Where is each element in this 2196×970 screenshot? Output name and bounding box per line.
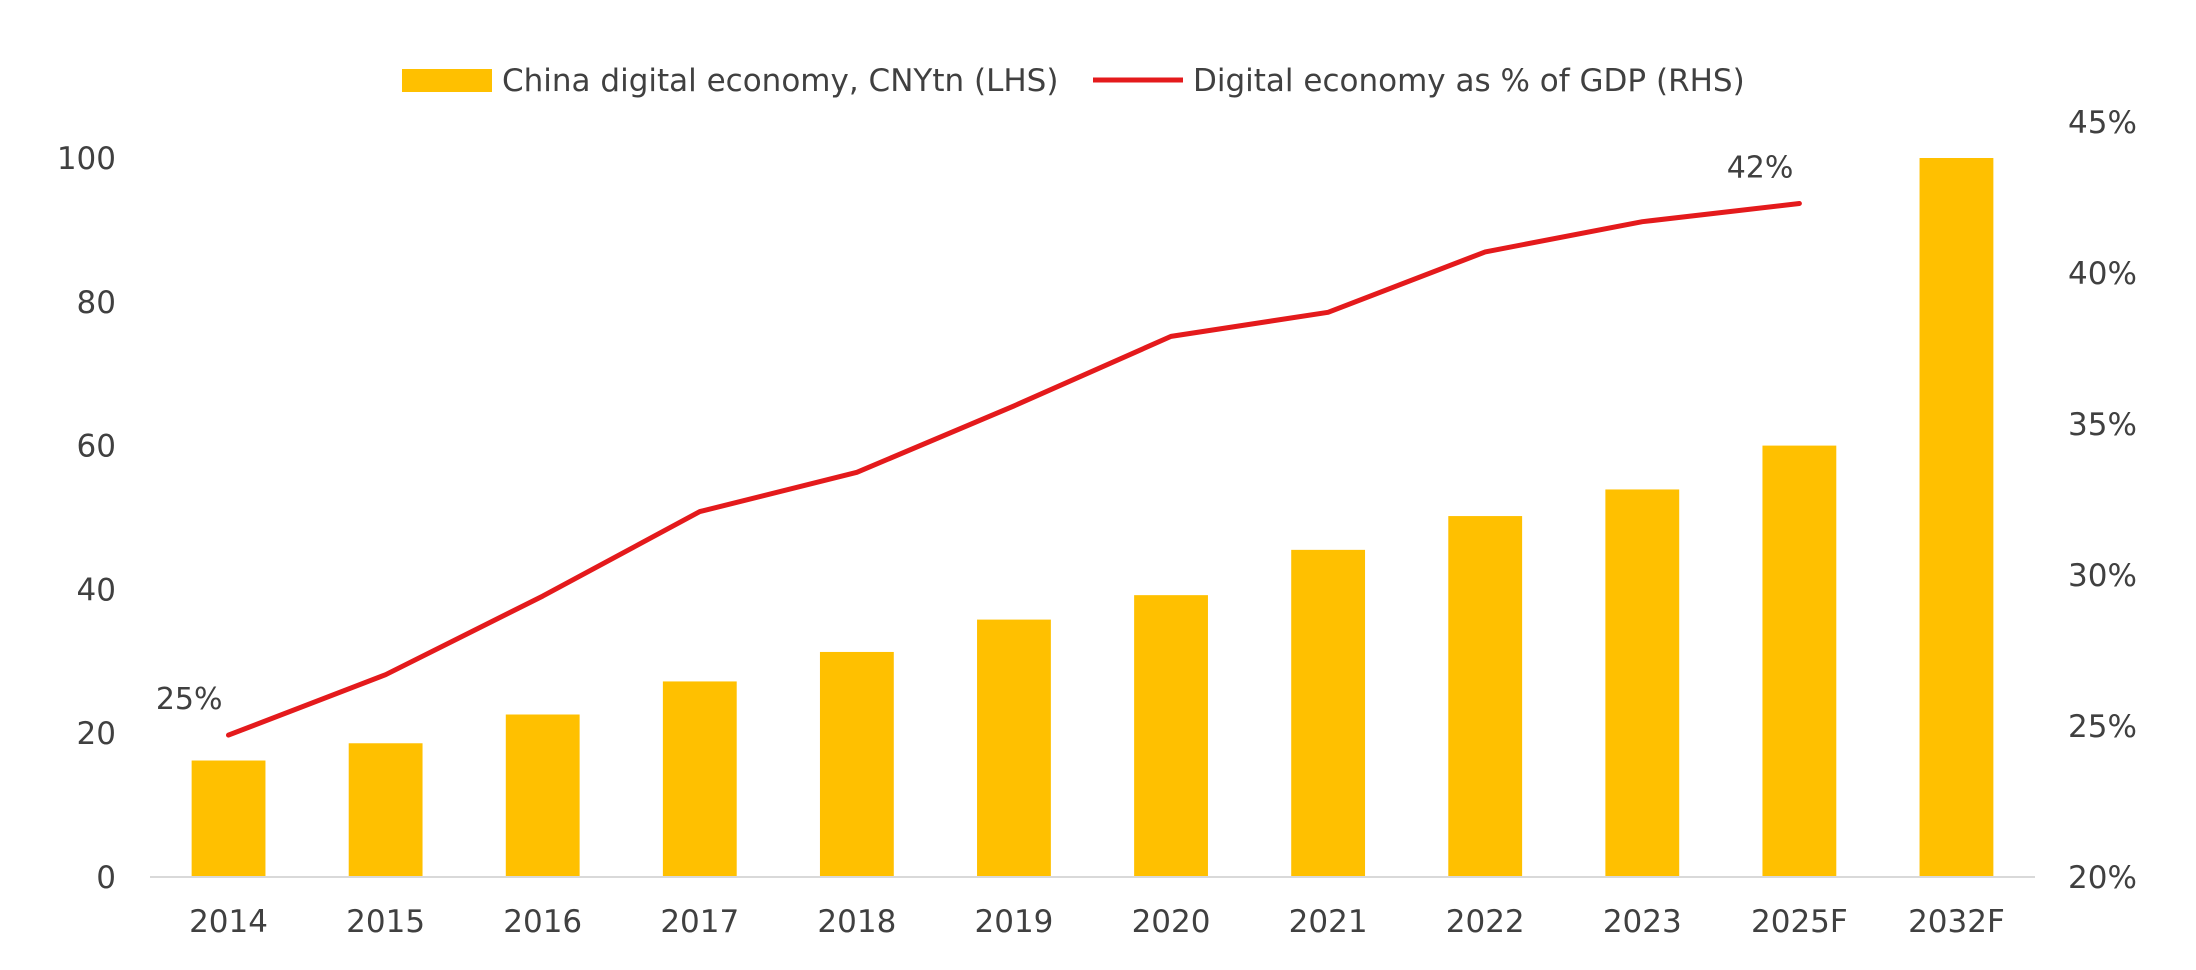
right-tick-label-3: 35% [2068, 407, 2137, 443]
bar-2014 [191, 760, 266, 877]
right-tick-label-1: 25% [2068, 709, 2137, 745]
bar-2021 [1291, 549, 1366, 877]
x-tick-label-2015: 2015 [346, 904, 425, 940]
x-tick-label-2032F: 2032F [1908, 904, 2005, 940]
bar-2015 [348, 743, 423, 877]
bar-2020 [1134, 595, 1208, 877]
x-tick-label-2016: 2016 [503, 904, 582, 940]
x-tick-label-2020: 2020 [1132, 904, 1211, 940]
data-label-1: 42% [1727, 151, 1794, 186]
right-axis: 20% 25% 30% 35% 40% 45% [2068, 105, 2137, 896]
annotations: 25% 42% [156, 151, 1794, 718]
left-axis: 0 20 40 60 80 100 [57, 141, 116, 896]
bar-2025F [1762, 445, 1837, 877]
right-tick-label-2: 30% [2068, 558, 2137, 594]
legend-swatch-bar [402, 69, 492, 92]
data-label-0: 25% [156, 682, 223, 717]
x-tick-label-2021: 2021 [1289, 904, 1368, 940]
line-series [226, 201, 1802, 738]
left-tick-label-0: 0 [96, 860, 116, 896]
bar-2023 [1605, 489, 1680, 877]
right-tick-label-0: 20% [2068, 860, 2137, 896]
bar-2016 [505, 714, 580, 877]
x-tick-label-2014: 2014 [189, 904, 268, 940]
x-tick-label-2023: 2023 [1603, 904, 1682, 940]
legend-label-bar: China digital economy, CNYtn (LHS) [502, 63, 1058, 99]
x-tick-label-2018: 2018 [817, 904, 896, 940]
bar-2022 [1448, 516, 1523, 877]
bar-2017 [662, 681, 737, 877]
right-tick-label-5: 45% [2068, 105, 2137, 141]
left-tick-label-3: 60 [77, 429, 116, 465]
left-tick-label-2: 40 [77, 572, 116, 608]
left-tick-label-4: 80 [77, 285, 116, 321]
x-axis: 2014 2015 2016 2017 2018 2019 2020 2021 2022 2023… [189, 904, 2005, 940]
bar-series [191, 158, 1994, 877]
left-tick-label-5: 100 [57, 141, 116, 177]
legend: China digital economy, CNYtn (LHS) Digit… [402, 63, 1745, 99]
x-tick-label-2019: 2019 [975, 904, 1054, 940]
bar-2019 [977, 619, 1051, 877]
right-tick-label-4: 40% [2068, 256, 2137, 292]
legend-label-line: Digital economy as % of GDP (RHS) [1193, 63, 1745, 99]
x-tick-label-2022: 2022 [1446, 904, 1525, 940]
x-tick-label-2017: 2017 [660, 904, 739, 940]
bar-2018 [819, 651, 894, 877]
gdp-share-line [226, 201, 1802, 738]
x-tick-label-2025F: 2025F [1751, 904, 1848, 940]
left-tick-label-1: 20 [77, 716, 116, 752]
bar-2032F [1919, 158, 1994, 877]
